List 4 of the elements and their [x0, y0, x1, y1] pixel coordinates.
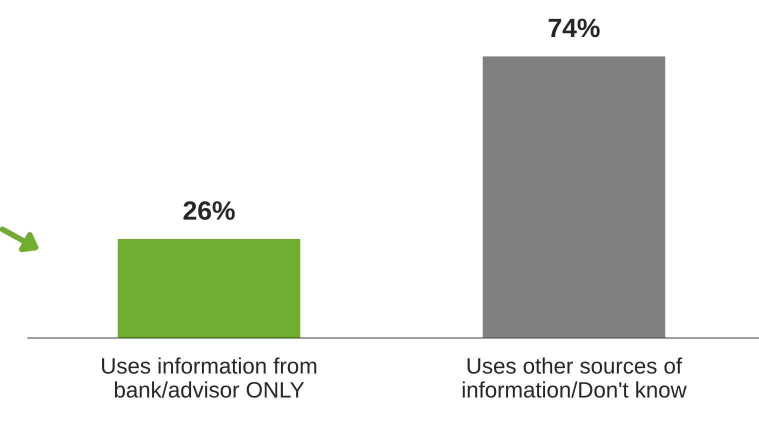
- x-tick-label: Uses information from bank/advisor ONLY: [102, 357, 316, 398]
- data-label: 74%: [548, 18, 600, 38]
- x-tick-label: Uses other sources of information/Don't know: [462, 357, 687, 398]
- data-label: 26%: [184, 201, 235, 220]
